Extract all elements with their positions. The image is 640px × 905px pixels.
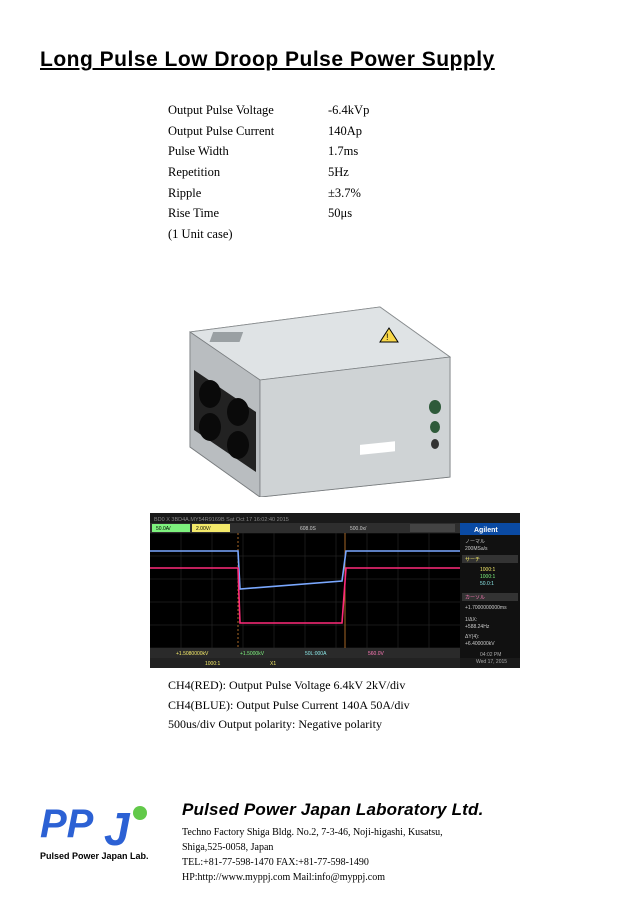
spec-table: Output Pulse Voltage-6.4kVp Output Pulse… [168, 100, 600, 244]
svg-text:1000:1: 1000:1 [480, 574, 496, 580]
footer: PP J Pulsed Power Japan Lab. Pulsed Powe… [40, 797, 600, 886]
spec-row: (1 Unit case) [168, 224, 600, 245]
spec-row: Repetition5Hz [168, 162, 600, 183]
svg-text:サーチ: サーチ [465, 557, 480, 563]
spec-label: Pulse Width [168, 141, 328, 162]
logo-tagline: Pulsed Power Japan Lab. [40, 851, 149, 861]
svg-text:1000:1: 1000:1 [205, 661, 221, 667]
svg-text:J: J [104, 803, 131, 855]
svg-text:+1.7000000000ms: +1.7000000000ms [465, 605, 507, 611]
spec-row: Output Pulse Voltage-6.4kVp [168, 100, 600, 121]
scope-top-text: BD0 X 3BD4A.MY54R9169B Sat Oct 17 16:02:… [154, 517, 289, 523]
page-title: Long Pulse Low Droop Pulse Power Supply [40, 48, 600, 72]
company-web: HP:http://www.myppj.com Mail:info@myppj.… [182, 870, 484, 885]
svg-text:Wed 17, 2015: Wed 17, 2015 [476, 659, 507, 665]
spec-row: Pulse Width1.7ms [168, 141, 600, 162]
oscilloscope-screenshot: BD0 X 3BD4A.MY54R9169B Sat Oct 17 16:02:… [150, 513, 520, 668]
svg-text:200MSa/s: 200MSa/s [465, 546, 488, 552]
svg-text:1000:1: 1000:1 [480, 567, 496, 573]
spec-row: Output Pulse Current140Ap [168, 121, 600, 142]
spec-value [328, 224, 448, 245]
spec-value: 5Hz [328, 162, 448, 183]
svg-text:560.0V: 560.0V [368, 651, 385, 657]
svg-text:+6.400000kV: +6.400000kV [465, 641, 495, 647]
caption-line: 500us/div Output polarity: Negative pola… [168, 715, 600, 734]
company-info: Pulsed Power Japan Laboratory Ltd. Techn… [182, 797, 484, 886]
spec-row: Rise Time 50μs [168, 203, 600, 224]
svg-text:50.0A/: 50.0A/ [156, 526, 171, 532]
spec-value: ±3.7% [328, 183, 448, 204]
svg-text:50.0:1: 50.0:1 [480, 581, 494, 587]
spec-value: 140Ap [328, 121, 448, 142]
scope-brand: Agilent [474, 527, 498, 534]
svg-text:2.00V/: 2.00V/ [196, 526, 211, 532]
spec-label: Output Pulse Current [168, 121, 328, 142]
svg-text:ΔY(4):: ΔY(4): [465, 634, 479, 640]
svg-text:!: ! [386, 332, 389, 342]
svg-text:04:02 PM: 04:02 PM [480, 652, 501, 658]
company-address: Techno Factory Shiga Bldg. No.2, 7-3-46,… [182, 825, 484, 840]
svg-text:カーソル: カーソル [465, 595, 485, 601]
svg-text:+1.5080000kV: +1.5080000kV [176, 651, 209, 657]
company-address: Shiga,525-0058, Japan [182, 840, 484, 855]
scope-caption: CH4(RED): Output Pulse Voltage 6.4kV 2kV… [168, 676, 600, 734]
spec-value: 50μs [328, 203, 448, 224]
svg-text:1/ΔX:: 1/ΔX: [465, 617, 477, 623]
company-logo: PP J Pulsed Power Japan Lab. [40, 797, 170, 870]
spec-value: -6.4kVp [328, 100, 448, 121]
svg-text:PP: PP [40, 802, 94, 846]
caption-line: CH4(BLUE): Output Pulse Current 140A 50A… [168, 696, 600, 715]
spec-label: Ripple [168, 183, 328, 204]
caption-line: CH4(RED): Output Pulse Voltage 6.4kV 2kV… [168, 676, 600, 695]
spec-label: Output Pulse Voltage [168, 100, 328, 121]
spec-label: (1 Unit case) [168, 224, 328, 245]
spec-row: Ripple±3.7% [168, 183, 600, 204]
svg-text:ノーマル: ノーマル [465, 539, 485, 545]
svg-text:500.0x/: 500.0x/ [350, 526, 367, 532]
svg-text:608.0S: 608.0S [300, 526, 317, 532]
svg-text:+1.5000kV: +1.5000kV [240, 651, 265, 657]
device-photo: ! [150, 272, 470, 497]
spec-label: Repetition [168, 162, 328, 183]
company-tel: TEL:+81-77-598-1470 FAX:+81-77-598-1490 [182, 855, 484, 870]
svg-text:+588.24Hz: +588.24Hz [465, 624, 490, 630]
svg-text:X1: X1 [270, 661, 276, 667]
company-name: Pulsed Power Japan Laboratory Ltd. [182, 797, 484, 823]
svg-text:50L:000A: 50L:000A [305, 651, 327, 657]
spec-label: Rise Time [168, 203, 328, 224]
spec-value: 1.7ms [328, 141, 448, 162]
